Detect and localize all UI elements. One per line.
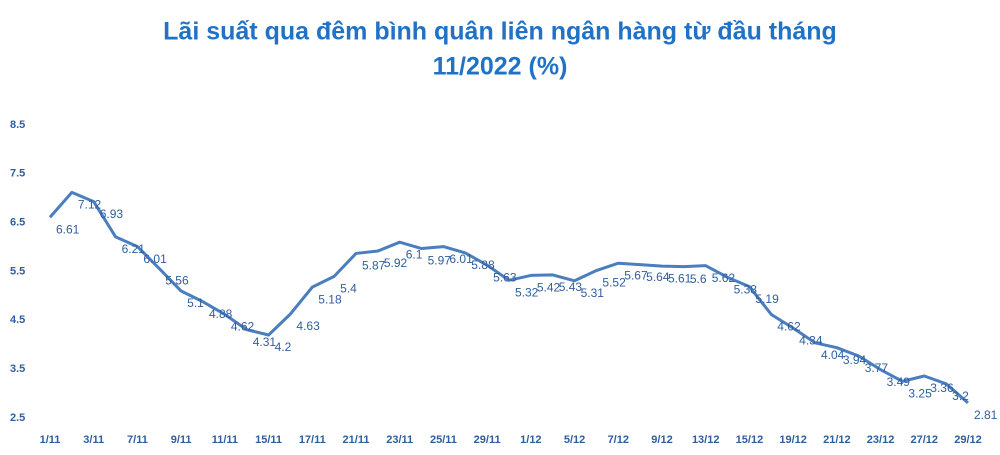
y-tick-label: 4.5 (10, 314, 25, 326)
data-label: 3.36 (930, 381, 954, 395)
data-label: 3.94 (843, 353, 867, 367)
data-label: 5.63 (493, 270, 517, 284)
x-tick-label: 21/12 (823, 434, 851, 446)
x-tick-label: 13/12 (692, 434, 720, 446)
x-tick-label: 19/12 (779, 434, 807, 446)
x-tick-label: 11/11 (212, 434, 238, 446)
x-tick-label: 7/11 (127, 434, 148, 446)
data-label: 3.2 (952, 389, 969, 403)
x-tick-label: 23/12 (867, 434, 895, 446)
data-label: 5.31 (581, 286, 605, 300)
data-label: 4.04 (821, 348, 845, 362)
data-label: 6.01 (449, 252, 473, 266)
data-label: 5.1 (187, 296, 204, 310)
data-label: 5.32 (515, 285, 539, 299)
x-tick-label: 27/12 (911, 434, 939, 446)
data-label: 5.56 (165, 274, 189, 288)
data-label: 4.88 (209, 307, 233, 321)
data-label: 3.25 (908, 387, 932, 401)
line (48, 190, 969, 404)
x-tick-label: 15/11 (255, 434, 282, 446)
y-tick-label: 5.5 (10, 265, 25, 277)
data-label: 5.18 (318, 292, 342, 306)
data-label: 5.6 (690, 272, 707, 286)
data-label: 5.97 (428, 254, 452, 268)
x-tick-label: 29/11 (474, 434, 501, 446)
data-label: 3.77 (865, 361, 889, 375)
x-tick-label: 17/11 (299, 434, 326, 446)
data-label: 4.31 (253, 335, 277, 349)
x-tick-label: 23/11 (386, 434, 413, 446)
y-tick-label: 8.5 (10, 119, 25, 131)
y-tick-label: 6.5 (10, 217, 25, 229)
data-label: 4.34 (799, 333, 823, 347)
data-label: 4.62 (777, 320, 801, 334)
x-tick-label: 3/11 (83, 434, 104, 446)
data-label: 5.61 (668, 271, 692, 285)
x-tick-label: 15/12 (736, 434, 764, 446)
data-label: 5.19 (755, 292, 779, 306)
x-tick-label: 1/11 (40, 434, 61, 446)
data-label: 5.4 (340, 282, 357, 296)
x-tick-label: 25/11 (430, 434, 457, 446)
chart-title: Lãi suất qua đêm bình quân liên ngân hàn… (163, 18, 837, 46)
x-tick-label: 1/12 (520, 434, 541, 446)
x-tick-label: 9/11 (171, 434, 192, 446)
y-tick-label: 2.5 (10, 412, 25, 424)
data-label: 4.62 (231, 320, 255, 334)
data-label: 6.21 (122, 242, 146, 256)
x-tick-label: 29/12 (954, 434, 982, 446)
data-label: 6.93 (100, 207, 124, 221)
data-label: 5.43 (559, 280, 583, 294)
data-label: 6.1 (406, 247, 423, 261)
data-label: 3.49 (887, 375, 911, 389)
data-label: 6.61 (56, 222, 80, 236)
y-tick-label: 7.5 (10, 168, 25, 180)
data-label: 5.92 (384, 256, 408, 270)
data-label: 5.87 (362, 259, 386, 273)
chart-title: 11/2022 (%) (433, 53, 568, 81)
data-label: 6.01 (143, 252, 167, 266)
data-label: 5.67 (624, 268, 648, 282)
data-label: 5.38 (734, 283, 758, 297)
x-tick-label: 7/12 (608, 434, 629, 446)
data-label: 2.81 (974, 408, 998, 422)
data-label: 4.2 (275, 340, 292, 354)
x-tick-label: 21/11 (343, 434, 370, 446)
data-label: 4.63 (296, 319, 320, 333)
data-label: 5.62 (712, 271, 736, 285)
data-label: 5.42 (537, 281, 561, 295)
x-tick-label: 9/12 (651, 434, 672, 446)
x-tick-label: 5/12 (564, 434, 585, 446)
data-label: 5.52 (602, 276, 626, 290)
data-label: 5.64 (646, 270, 670, 284)
data-label: 7.12 (78, 198, 102, 212)
data-label: 5.88 (471, 258, 495, 272)
y-tick-label: 3.5 (10, 363, 25, 375)
